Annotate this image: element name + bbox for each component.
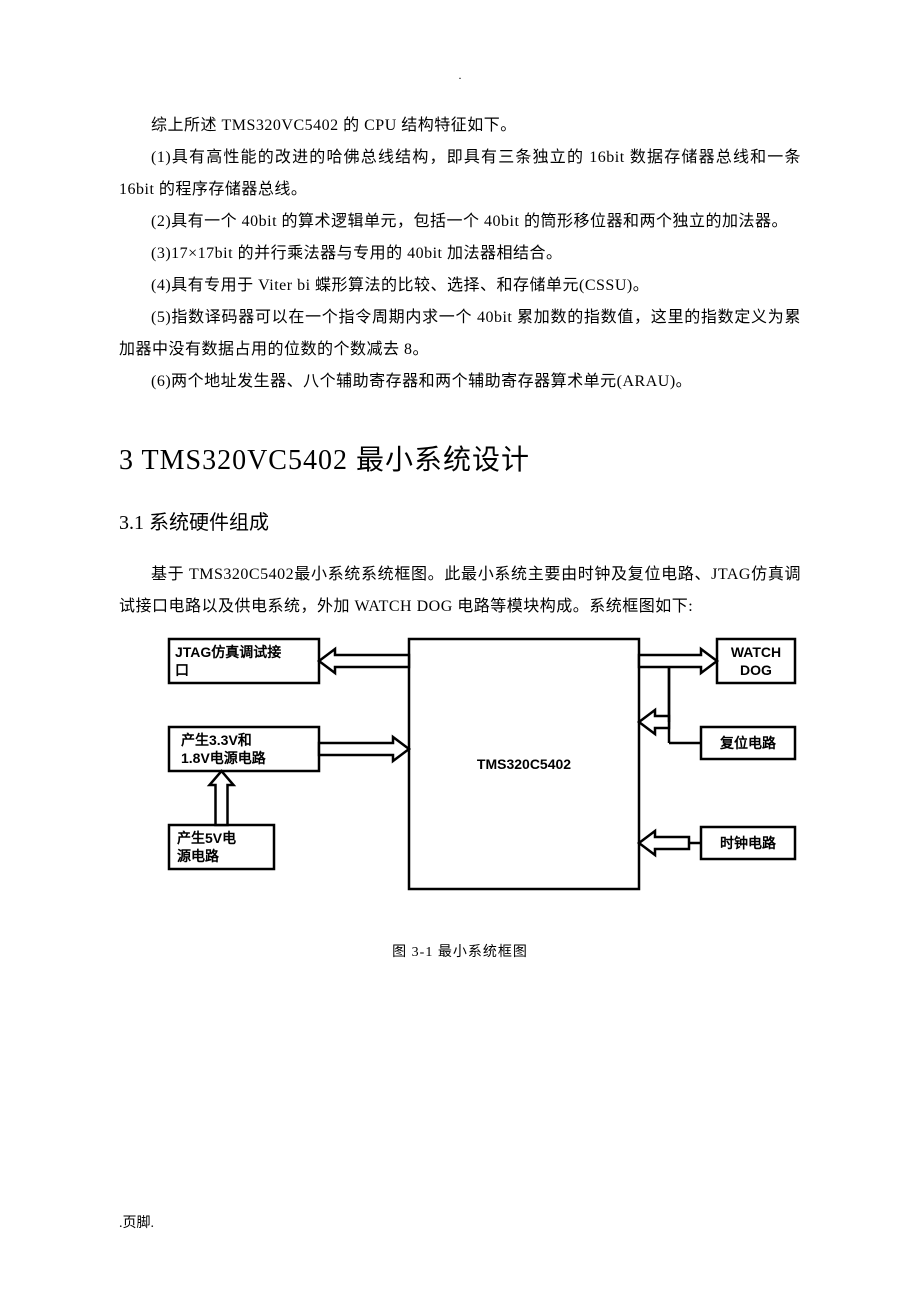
svg-text:时钟电路: 时钟电路 [720,835,777,851]
page-marker: . [459,68,462,83]
svg-text:JTAG仿真调试接: JTAG仿真调试接 [175,644,281,660]
para-3: (3)17×17bit 的并行乘法器与专用的 40bit 加法器相结合。 [119,238,801,270]
svg-text:复位电路: 复位电路 [719,735,777,751]
svg-text:产生3.3V和: 产生3.3V和 [181,732,252,748]
page-footer: .页脚. [119,1212,154,1232]
para-2: (2)具有一个 40bit 的算术逻辑单元，包括一个 40bit 的筒形移位器和… [119,206,801,238]
svg-text:产生5V电: 产生5V电 [177,830,236,846]
svg-text:DOG: DOG [740,662,772,678]
svg-text:口: 口 [175,662,189,678]
svg-text:1.8V电源电路: 1.8V电源电路 [181,750,267,766]
para-intro: 综上所述 TMS320VC5402 的 CPU 结构特征如下。 [119,110,801,142]
heading-section-3-1: 3.1 系统硬件组成 [119,506,801,535]
para-5: (5)指数译码器可以在一个指令周期内求一个 40bit 累加数的指数值，这里的指… [119,302,801,366]
diagram-container: TMS320C5402 JTAG仿真调试接口产生3.3V和 1.8V电源电路产生5V… [159,627,801,927]
block-diagram: TMS320C5402 JTAG仿真调试接口产生3.3V和 1.8V电源电路产生5V… [159,627,799,927]
para-4: (4)具有专用于 Viter bi 蝶形算法的比较、选择、和存储单元(CSSU)… [119,270,801,302]
figure-caption: 图 3-1 最小系统框图 [119,941,801,961]
svg-text:WATCH: WATCH [731,644,781,660]
svg-text:源电路: 源电路 [177,848,220,864]
svg-text:TMS320C5402: TMS320C5402 [477,756,571,772]
para-diagram-intro: 基于 TMS320C5402最小系统系统框图。此最小系统主要由时钟及复位电路、J… [119,559,801,623]
content-area: 综上所述 TMS320VC5402 的 CPU 结构特征如下。 (1)具有高性能… [119,110,801,961]
heading-section-3: 3 TMS320VC5402 最小系统设计 [119,438,801,478]
para-6: (6)两个地址发生器、八个辅助寄存器和两个辅助寄存器算术单元(ARAU)。 [119,366,801,398]
para-1: (1)具有高性能的改进的哈佛总线结构，即具有三条独立的 16bit 数据存储器总… [119,142,801,206]
